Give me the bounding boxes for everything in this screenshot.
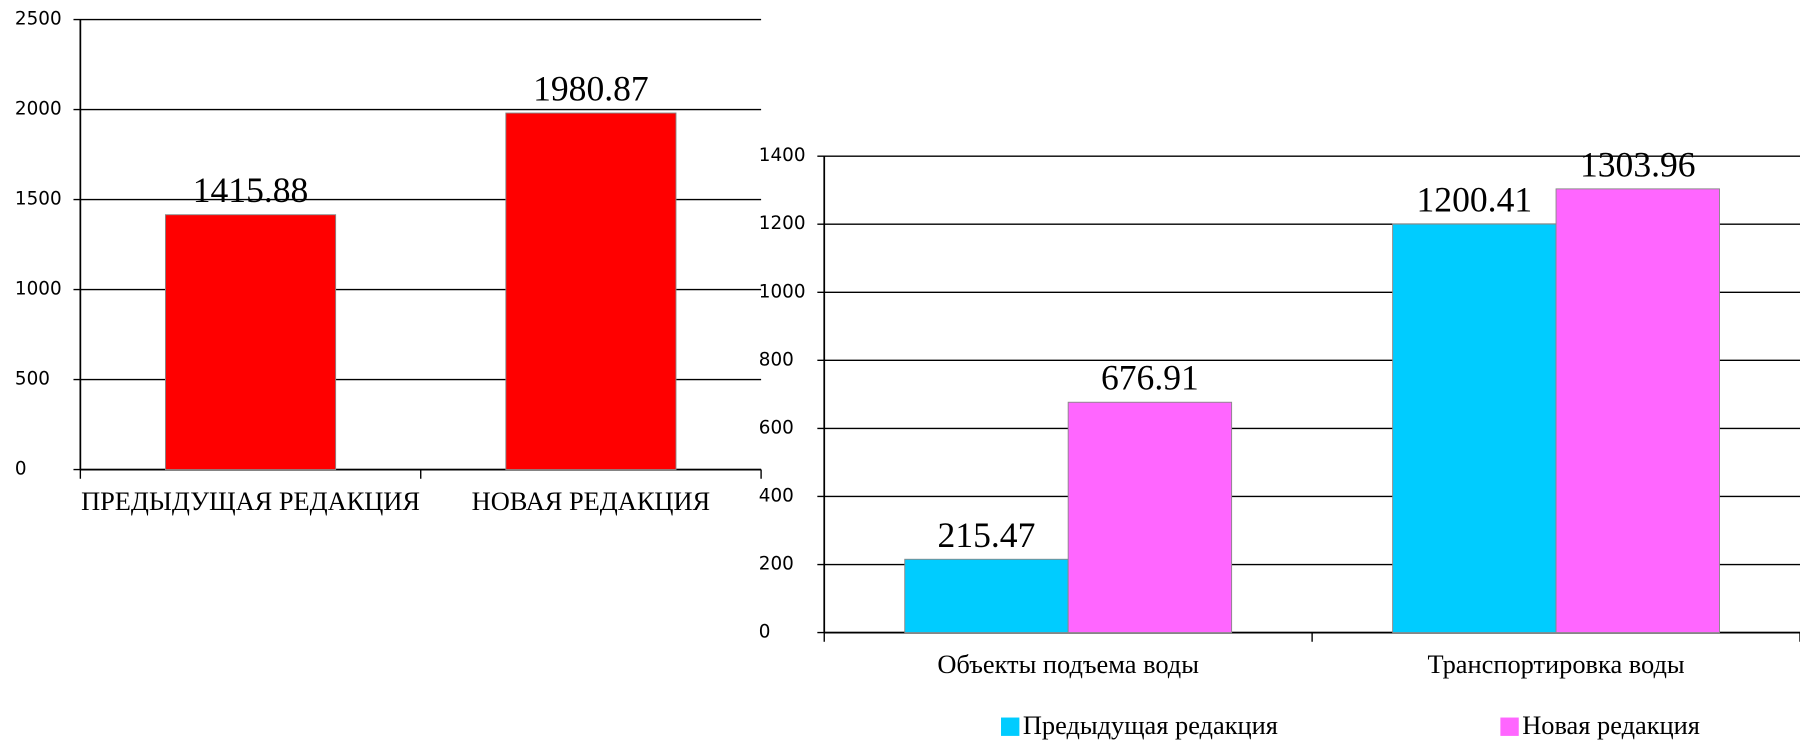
y-tick-label: 200 bbox=[759, 554, 794, 575]
y-tick-label: 2500 bbox=[15, 9, 62, 30]
x-tick-label: НОВАЯ РЕДАКЦИЯ bbox=[472, 486, 711, 516]
y-tick-label: 1000 bbox=[15, 279, 62, 300]
legend-label: Новая редакция bbox=[1522, 710, 1700, 740]
y-tick-label: 1200 bbox=[759, 213, 806, 234]
value-label: 1980.87 bbox=[533, 69, 649, 109]
value-label: 215.47 bbox=[938, 515, 1036, 555]
y-tick-label: 500 bbox=[15, 369, 50, 390]
y-tick-label: 1000 bbox=[759, 281, 806, 302]
y-tick-label: 0 bbox=[759, 622, 771, 643]
y-tick-label: 1500 bbox=[15, 189, 62, 210]
value-label: 1415.88 bbox=[193, 170, 309, 210]
legend-label: Предыдущая редакция bbox=[1023, 710, 1278, 740]
legend-swatch bbox=[1500, 717, 1519, 736]
value-label: 1303.96 bbox=[1580, 144, 1696, 184]
bar bbox=[164, 214, 337, 471]
y-tick-label: 0 bbox=[15, 459, 27, 480]
bar bbox=[1555, 188, 1720, 634]
bar bbox=[505, 112, 677, 471]
x-tick-label: ПРЕДЫДУЩАЯ РЕДАКЦИЯ bbox=[81, 486, 420, 516]
legend-swatch bbox=[1001, 717, 1020, 736]
y-tick-label: 800 bbox=[759, 349, 794, 370]
x-tick-label: Транспортировка воды bbox=[1427, 649, 1684, 679]
x-tick-label: Объекты подъема воды bbox=[937, 649, 1199, 679]
value-label: 676.91 bbox=[1101, 358, 1199, 398]
value-label: 1200.41 bbox=[1417, 180, 1533, 220]
bar bbox=[904, 558, 1069, 634]
y-tick-label: 1400 bbox=[759, 145, 806, 166]
y-tick-label: 400 bbox=[759, 485, 794, 506]
y-tick-label: 2000 bbox=[15, 99, 62, 120]
bar bbox=[1392, 223, 1557, 634]
y-tick-label: 600 bbox=[759, 417, 794, 438]
bar bbox=[1067, 401, 1233, 634]
